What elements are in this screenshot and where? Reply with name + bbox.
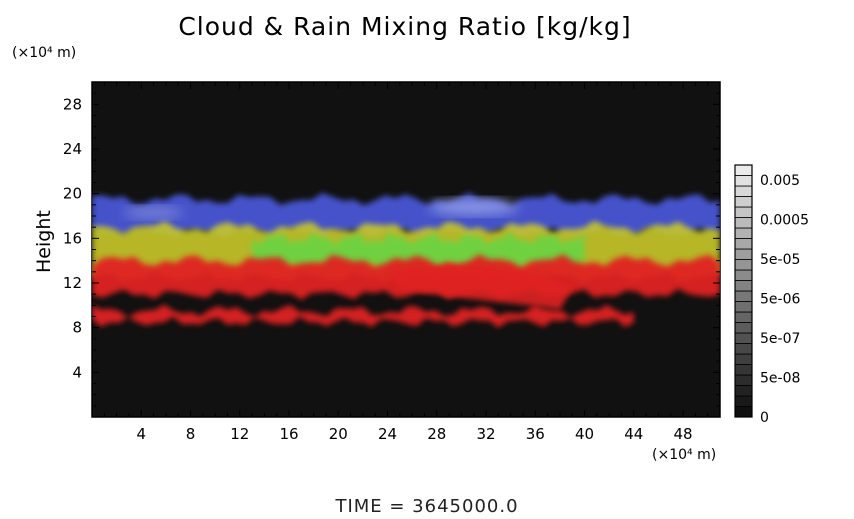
colorbar-label: 0.005	[760, 173, 800, 189]
x-tick-label: 16	[279, 425, 298, 443]
colorbar-cell	[734, 238, 753, 250]
colorbar-cell	[734, 290, 753, 302]
y-tick-label: 8	[72, 319, 82, 337]
x-tick-label: 12	[230, 425, 249, 443]
colorbar-cell	[734, 227, 753, 239]
colorbar-cell	[734, 185, 753, 197]
colorbar-cell	[734, 374, 753, 386]
ice-top-highlight	[123, 206, 184, 219]
x-tick-label: 44	[624, 425, 643, 443]
y-axis-unit: (×10⁴ m)	[12, 45, 77, 61]
colorbar-cell	[734, 406, 753, 418]
colorbar-label: 5e-08	[760, 371, 800, 387]
x-tick-label: 48	[674, 425, 693, 443]
colorbar-cell	[734, 217, 753, 229]
colorbar-cell	[734, 301, 753, 313]
colorbar-cell	[734, 206, 753, 218]
colorbar-cell	[734, 280, 753, 292]
rain-lower-band	[92, 304, 634, 328]
colorbar-cell	[734, 395, 753, 407]
x-tick-label: 32	[476, 425, 495, 443]
colorbar-cell	[734, 322, 753, 334]
colorbar-cell	[734, 269, 753, 281]
y-tick-label: 12	[63, 274, 82, 292]
x-tick-label: 20	[329, 425, 348, 443]
x-tick-label: 40	[575, 425, 594, 443]
x-tick-label: 8	[186, 425, 196, 443]
colorbar-cell	[734, 332, 753, 344]
colorbar-label: 5e-07	[760, 331, 800, 347]
x-tick-label: 24	[378, 425, 397, 443]
cloud-field	[92, 192, 720, 328]
colorbar-cell	[734, 353, 753, 365]
colorbar-cell	[734, 196, 753, 208]
x-tick-label: 28	[427, 425, 446, 443]
x-axis-unit: (×10⁴ m)	[652, 447, 717, 463]
colorbar-cell	[734, 343, 753, 355]
colorbar-cell	[734, 364, 753, 376]
colorbar-frame	[734, 164, 753, 418]
colorbar-cell	[734, 175, 753, 187]
colorbar-cell	[734, 311, 753, 323]
x-tick-label: 36	[526, 425, 545, 443]
y-tick-label: 16	[63, 229, 82, 247]
colorbar-label: 0.0005	[760, 213, 809, 229]
rain-plume	[387, 266, 573, 310]
y-tick-label: 24	[63, 140, 82, 158]
colorbar-label: 0	[760, 410, 769, 426]
colorbar-cell	[734, 259, 753, 271]
x-tick-label: 4	[136, 425, 146, 443]
y-axis: 4 8 12 16 20 24 28	[63, 92, 720, 407]
x-axis: 4 8 12 16 20 24 28 32 36 40 44 48	[103, 82, 709, 443]
y-tick-label: 4	[72, 363, 82, 381]
colorbar-cell	[734, 248, 753, 260]
colorbar-label: 5e-06	[760, 292, 800, 308]
time-label: TIME = 3645000.0	[335, 496, 519, 517]
y-tick-label: 28	[63, 95, 82, 113]
ice-top-highlight	[428, 199, 519, 216]
colorbar-label: 5e-05	[760, 252, 800, 268]
colorbar: 0.005 0.0005 5e-05 5e-06 5e-07 5e-08 0	[734, 164, 809, 426]
colorbar-cell	[734, 164, 753, 176]
chart-title: Cloud & Rain Mixing Ratio [kg/kg]	[178, 12, 632, 41]
y-tick-label: 20	[63, 185, 82, 203]
colorbar-cell	[734, 385, 753, 397]
